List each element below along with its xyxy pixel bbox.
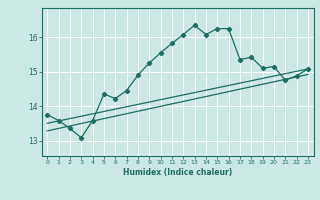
X-axis label: Humidex (Indice chaleur): Humidex (Indice chaleur) [123,168,232,177]
